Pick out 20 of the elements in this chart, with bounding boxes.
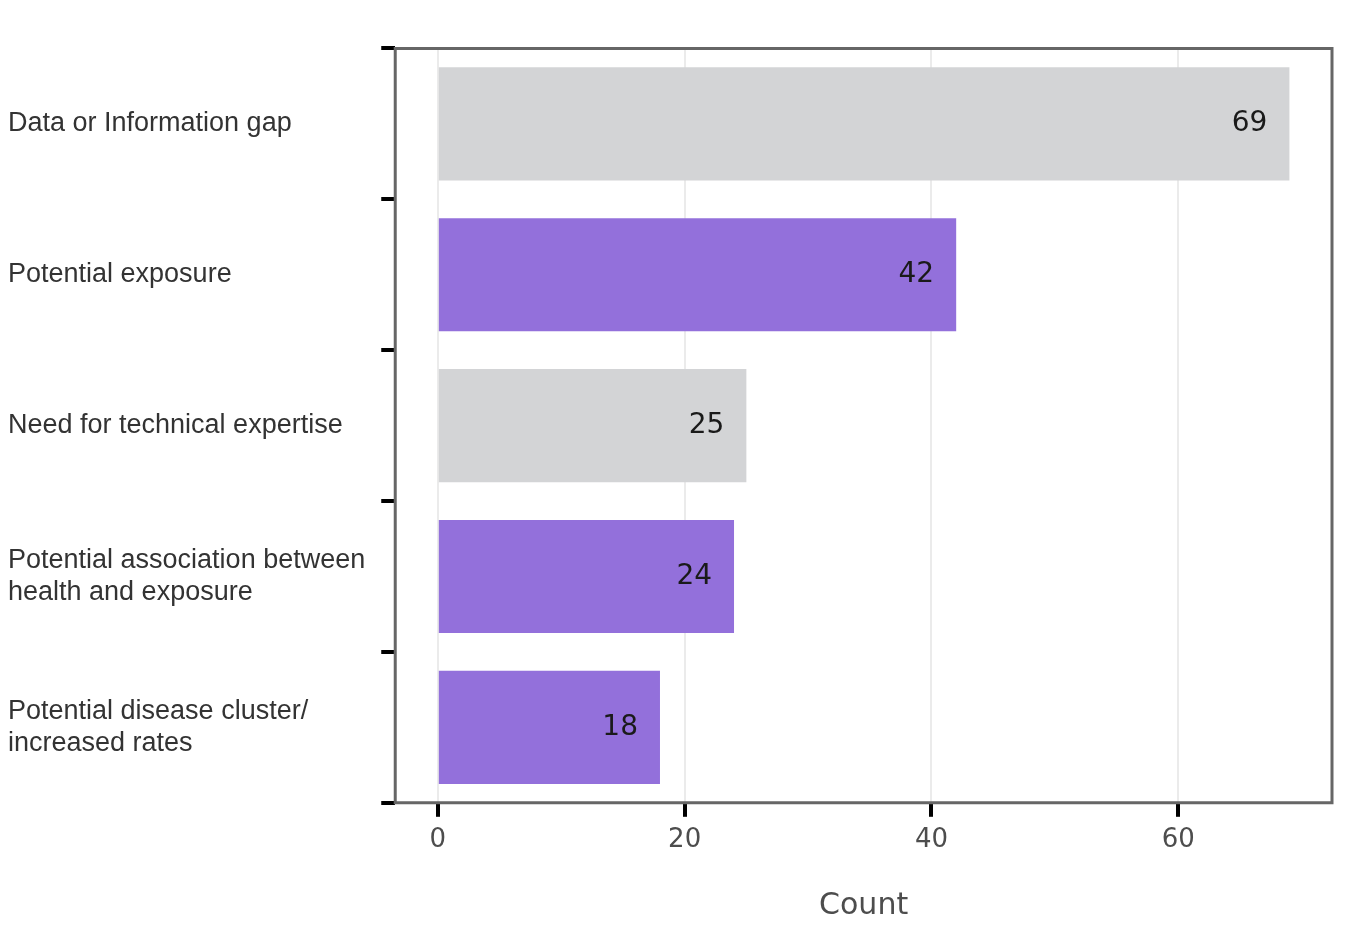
x-axis-title: Count <box>819 885 909 921</box>
y-tick-label: Need for technical expertise <box>8 409 343 440</box>
bar <box>438 519 735 634</box>
bar <box>438 670 660 784</box>
y-tick-label: Data or Information gap <box>8 107 292 138</box>
y-tick-label: Potential association between health and exposure <box>8 543 366 607</box>
x-tick-label: 40 <box>914 823 949 854</box>
data-label: 18 <box>602 708 638 742</box>
data-label: 25 <box>688 406 725 440</box>
y-tick-label: Potential disease cluster/ increased rates <box>8 694 309 758</box>
x-tick-label: 0 <box>429 823 447 854</box>
bar <box>438 369 747 483</box>
data-label: 69 <box>1231 105 1268 139</box>
y-tick-label: Potential exposure <box>8 258 232 289</box>
data-label: 42 <box>898 256 935 289</box>
x-tick-label: 20 <box>668 823 702 854</box>
x-tick-label: 60 <box>1161 823 1195 854</box>
bar <box>438 67 1290 181</box>
data-label: 24 <box>676 557 713 591</box>
bar <box>438 218 957 332</box>
